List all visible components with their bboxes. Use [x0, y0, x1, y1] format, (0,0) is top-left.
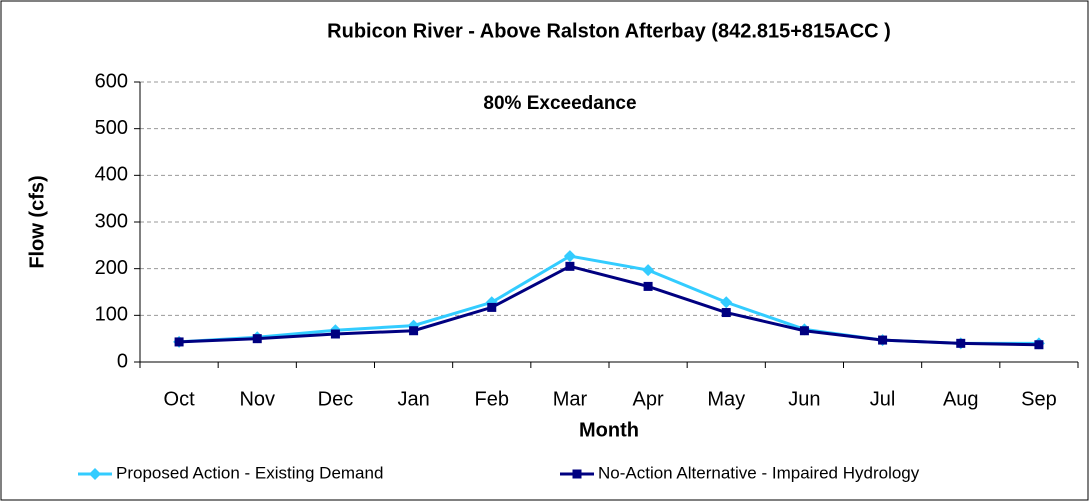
- annotation: 80% Exceedance: [483, 93, 636, 114]
- y-tick-label: 500: [95, 117, 128, 139]
- legend-marker: [572, 469, 582, 479]
- data-point: [174, 337, 184, 347]
- x-tick-label: Aug: [943, 388, 979, 410]
- x-tick-label: Apr: [633, 388, 664, 410]
- y-tick-label: 300: [95, 210, 128, 232]
- x-tick-label: Sep: [1021, 388, 1057, 410]
- data-point: [330, 329, 340, 339]
- x-tick-label: Nov: [239, 388, 275, 410]
- data-point: [409, 326, 419, 336]
- data-point: [565, 261, 575, 271]
- x-tick-label: Jan: [397, 388, 429, 410]
- x-tick-label: Mar: [553, 388, 588, 410]
- x-tick-label: Oct: [164, 388, 196, 410]
- data-point: [720, 296, 733, 309]
- x-axis-label: Month: [579, 419, 639, 441]
- data-point: [642, 264, 655, 277]
- data-point: [643, 281, 653, 291]
- data-point: [878, 335, 888, 345]
- y-tick-label: 600: [95, 70, 128, 92]
- x-tick-label: May: [707, 388, 745, 410]
- data-point: [252, 334, 262, 344]
- x-tick-label: Dec: [318, 388, 354, 410]
- y-tick-label: 0: [117, 350, 128, 372]
- data-point: [956, 338, 966, 348]
- data-point: [799, 326, 809, 336]
- y-axis-label: Flow (cfs): [26, 175, 48, 268]
- legend-marker: [89, 468, 101, 480]
- data-point: [487, 302, 497, 312]
- data-point: [563, 250, 576, 263]
- x-tick-label: Feb: [475, 388, 509, 410]
- x-tick-label: Jul: [870, 388, 896, 410]
- series-line: [179, 264, 1039, 347]
- y-tick-label: 200: [95, 257, 128, 279]
- data-point: [721, 308, 731, 318]
- legend-label: No-Action Alternative - Impaired Hydrolo…: [598, 463, 920, 482]
- data-point: [1034, 340, 1044, 350]
- legend-label: Proposed Action - Existing Demand: [116, 463, 383, 482]
- chart-title: Rubicon River - Above Ralston Afterbay (…: [327, 20, 891, 42]
- y-tick-label: 100: [95, 304, 128, 326]
- y-tick-label: 400: [95, 164, 128, 186]
- x-tick-label: Jun: [788, 388, 820, 410]
